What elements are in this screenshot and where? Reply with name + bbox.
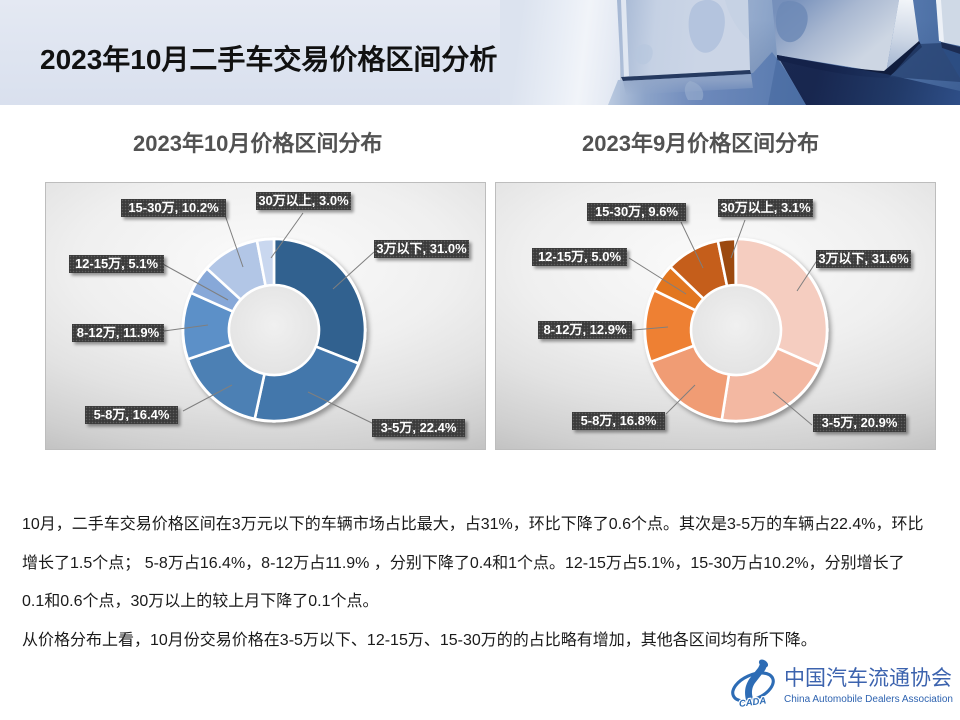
svg-text:中国汽车流通协会: 中国汽车流通协会 [784, 666, 952, 690]
svg-text:CADA: CADA [738, 696, 767, 710]
svg-text:China Automobile Dealers Assoc: China Automobile Dealers Association [784, 694, 953, 705]
